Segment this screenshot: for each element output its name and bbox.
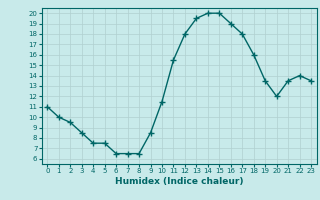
X-axis label: Humidex (Indice chaleur): Humidex (Indice chaleur) (115, 177, 244, 186)
